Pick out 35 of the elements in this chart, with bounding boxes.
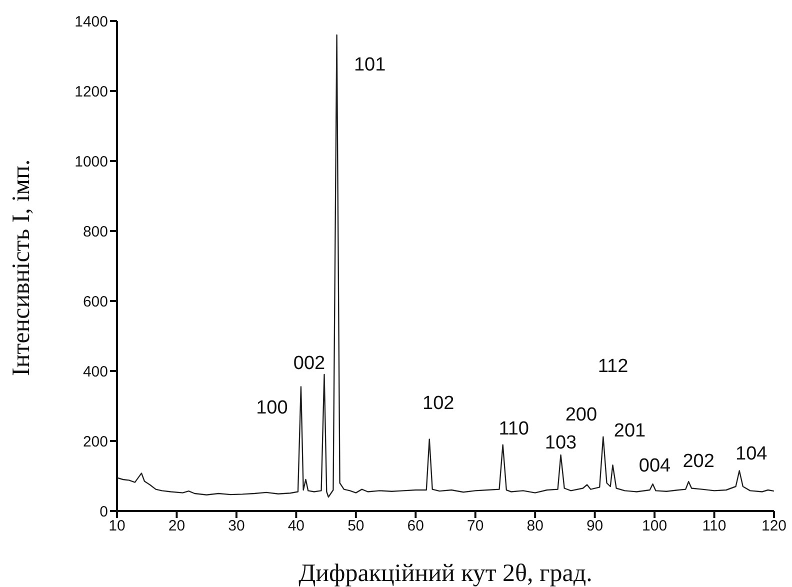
x-tick-label: 50 [348,518,364,535]
x-axis-title: Дифракційний кут 2θ, град. [298,560,592,587]
annotation: 004 [638,456,672,477]
annotation: 201 [614,420,646,442]
y-tick-label: 400 [82,363,108,380]
y-tick-label: 1000 [74,153,108,170]
line-series [117,34,774,498]
x-tick-label: 70 [467,518,484,535]
x-tick-label: 30 [228,518,245,535]
x-tick-label: 80 [526,518,544,535]
y-tick-label: 600 [82,293,108,310]
annotation: 100 [256,397,288,418]
annotation: 102 [422,392,454,414]
annotation: 104 [736,443,768,464]
annotation: 002 [293,353,326,374]
annotation: 101 [354,54,386,76]
x-tick-label: 100 [642,518,668,535]
annotation: 110 [498,418,529,440]
x-tick-label: 120 [761,518,787,535]
annotation: 112 [598,356,628,378]
annotation: 200 [565,404,598,426]
y-axis-title: Інтенсивність I, імп. [8,159,35,376]
x-tick-label: 110 [702,518,726,535]
annotation: 103 [544,432,577,454]
x-tick-label: 10 [108,518,126,535]
y-tick-label: 800 [82,223,108,240]
annotation: 202 [682,451,714,472]
y-tick-label: 0 [100,503,108,520]
y-tick-label: 1200 [74,83,108,100]
y-tick-label: 200 [82,433,108,450]
x-tick-label: 60 [407,518,424,535]
x-tick-label: 20 [168,518,186,535]
x-tick-label: 40 [288,518,305,535]
x-tick-label: 90 [586,518,604,535]
y-tick-label: 1400 [74,13,108,30]
